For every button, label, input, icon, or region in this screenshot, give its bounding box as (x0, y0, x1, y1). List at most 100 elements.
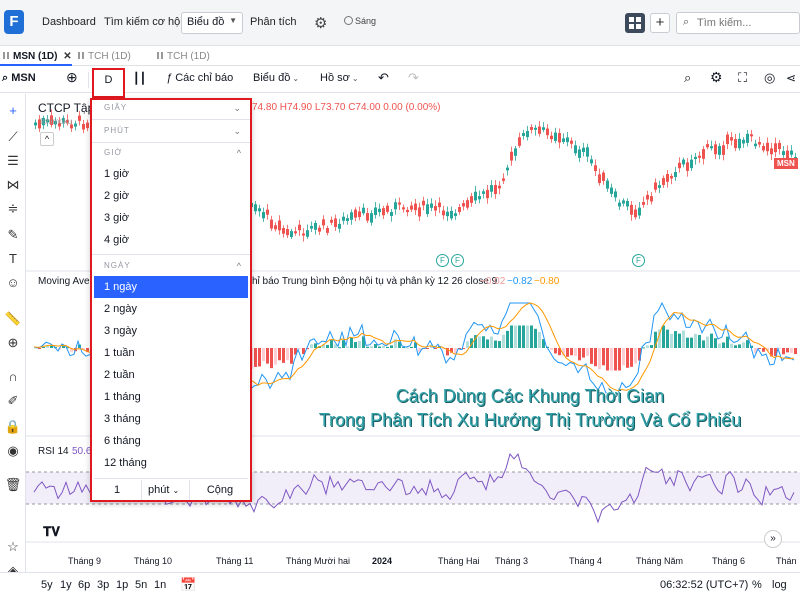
calendar-icon[interactable]: 📅 (180, 577, 197, 592)
candle (546, 128, 549, 136)
event-marker[interactable]: F (632, 254, 645, 267)
interval-option[interactable]: 3 tháng (104, 413, 141, 425)
tab-msn[interactable]: MSN (1D) ✕ (0, 47, 72, 66)
custom-interval-unit-select[interactable]: phút ⌄ (144, 480, 190, 500)
compare-symbol-icon[interactable]: ⊕ (66, 69, 78, 85)
interval-option[interactable]: 1 giờ (104, 168, 129, 180)
undo-icon[interactable]: ↶ (378, 70, 389, 85)
nav-link-analysis[interactable]: Phân tích (250, 16, 297, 28)
macd-histogram-bar (610, 348, 613, 371)
page-select[interactable]: Biểu đồ ▼ (181, 12, 243, 34)
add-custom-interval-button[interactable]: Cộng Thêm (206, 484, 234, 496)
range-6p[interactable]: 6p (78, 579, 91, 591)
macd-histogram-bar (462, 348, 465, 349)
candle (366, 213, 369, 221)
tab-tch-2[interactable]: TCH (1D) (157, 47, 210, 66)
close-icon[interactable]: ✕ (63, 51, 72, 62)
event-marker[interactable]: F (436, 254, 449, 267)
eye-icon[interactable]: ◉ (7, 443, 19, 458)
unit-label: phút (148, 484, 170, 496)
redo-icon[interactable]: ↷ (408, 70, 419, 85)
profile-menu[interactable]: Hồ sơ ⌄ (320, 72, 359, 84)
interval-option[interactable]: 3 giờ (104, 212, 129, 224)
section-seconds[interactable]: GIÂY ⌄ (92, 100, 250, 116)
tab-tch-1[interactable]: TCH (1D) (78, 47, 131, 66)
ruler-icon[interactable]: 📏 (4, 311, 22, 326)
nav-link-dashboard[interactable]: Dashboard (42, 16, 96, 28)
collapse-legend-icon[interactable]: ^ (40, 132, 54, 146)
app-logo[interactable]: F (4, 10, 24, 34)
measure-lines-icon[interactable]: ≑ (7, 201, 19, 216)
interval-option-selected[interactable]: 1 ngày (94, 276, 248, 298)
interval-option[interactable]: 1 tháng (104, 391, 141, 403)
trend-line-icon[interactable]: ⟋ (8, 129, 18, 144)
symbol-search[interactable]: ⌕ MSN (2, 72, 36, 85)
star-icon[interactable]: ☆ (7, 539, 19, 554)
interval-option[interactable]: 2 giờ (104, 190, 129, 202)
percent-toggle[interactable]: % (752, 579, 762, 591)
range-1y[interactable]: 1y (60, 579, 72, 591)
nav-link-opportunities[interactable]: Tìm kiếm cơ hội (104, 16, 183, 28)
crosshair-icon[interactable]: + (9, 103, 17, 118)
chart-type-menu[interactable]: Biểu đồ ⌄ (253, 72, 299, 84)
section-hours[interactable]: GIỜ ^ (92, 145, 250, 161)
theme-toggle[interactable]: Sáng (344, 16, 384, 30)
brush-icon[interactable]: ✎ (7, 227, 19, 242)
layout-grid-button[interactable] (625, 13, 645, 33)
magnet-icon[interactable]: ∩ (8, 369, 18, 384)
candle (478, 196, 481, 200)
macd-histogram-bar (706, 336, 709, 348)
screenshot-icon[interactable]: ◎ (764, 70, 776, 85)
settings-icon[interactable]: ⚙ (710, 69, 723, 85)
macd-histogram-bar (746, 340, 749, 348)
range-3p[interactable]: 3p (97, 579, 110, 591)
candle (594, 165, 597, 172)
candle (274, 225, 277, 230)
interval-option[interactable]: 6 tháng (104, 435, 141, 447)
fullscreen-icon[interactable]: ⛶ (738, 70, 748, 85)
lock-icon[interactable]: 🔒 (4, 419, 22, 434)
macd-histogram-bar (314, 343, 317, 348)
search-input[interactable] (697, 15, 797, 31)
quick-search-icon[interactable]: ⌕ (684, 70, 692, 85)
event-marker[interactable]: F (451, 254, 464, 267)
add-button[interactable]: + (650, 13, 670, 33)
custom-interval-row: 1 phút ⌄ Cộng Thêm (94, 478, 248, 500)
macd-histogram-bar (754, 348, 757, 353)
indicators-button[interactable]: ƒ Các chỉ báo (166, 72, 233, 84)
range-1n[interactable]: 1n (154, 579, 167, 591)
gear-icon[interactable]: ⚙ (314, 15, 328, 32)
log-toggle[interactable]: log (772, 579, 787, 591)
interval-option[interactable]: 1 tuần (104, 347, 135, 359)
scroll-to-realtime-icon[interactable]: » (764, 530, 782, 548)
fib-lines-icon[interactable]: ☰ (7, 153, 19, 168)
section-days[interactable]: NGÀY ^ (92, 258, 250, 274)
search-box[interactable]: ⌕ (676, 12, 800, 34)
emoji-icon[interactable]: ☺ (6, 275, 20, 290)
clock-time[interactable]: 06:32:52 (UTC+7) (660, 579, 749, 591)
range-5y[interactable]: 5y (41, 579, 53, 591)
lock-drawing-icon[interactable]: ✐ (7, 393, 19, 408)
interval-option[interactable]: 3 ngày (104, 325, 138, 337)
chart-tabs: MSN (1D) ✕ TCH (1D) TCH (1D) (0, 47, 800, 66)
candle-style-icon[interactable]: ┃┃ (133, 73, 147, 85)
interval-option[interactable]: 2 ngày (104, 303, 138, 315)
range-1p[interactable]: 1p (116, 579, 129, 591)
macd-histogram-bar (686, 337, 689, 348)
range-5n[interactable]: 5n (135, 579, 148, 591)
zoom-in-icon[interactable]: ⊕ (7, 335, 19, 350)
interval-option[interactable]: 2 tuần (104, 369, 135, 381)
custom-interval-input[interactable]: 1 (94, 480, 142, 500)
macd-histogram-bar (34, 347, 37, 349)
pattern-icon[interactable]: ⋈ (6, 177, 20, 192)
trash-icon[interactable]: 🗑 (4, 477, 22, 492)
share-icon[interactable]: ⋖ (786, 71, 797, 85)
interval-option[interactable]: 4 giờ (104, 234, 129, 246)
interval-button[interactable]: D (92, 68, 125, 98)
chevron-down-icon: ⌄ (292, 74, 300, 83)
macd-histogram-bar (290, 348, 293, 364)
interval-option[interactable]: 12 tháng (104, 457, 147, 469)
section-minutes[interactable]: PHÚT ⌄ (92, 123, 250, 139)
layers-icon[interactable]: ◈ (8, 563, 18, 578)
text-icon[interactable]: T (9, 251, 17, 266)
